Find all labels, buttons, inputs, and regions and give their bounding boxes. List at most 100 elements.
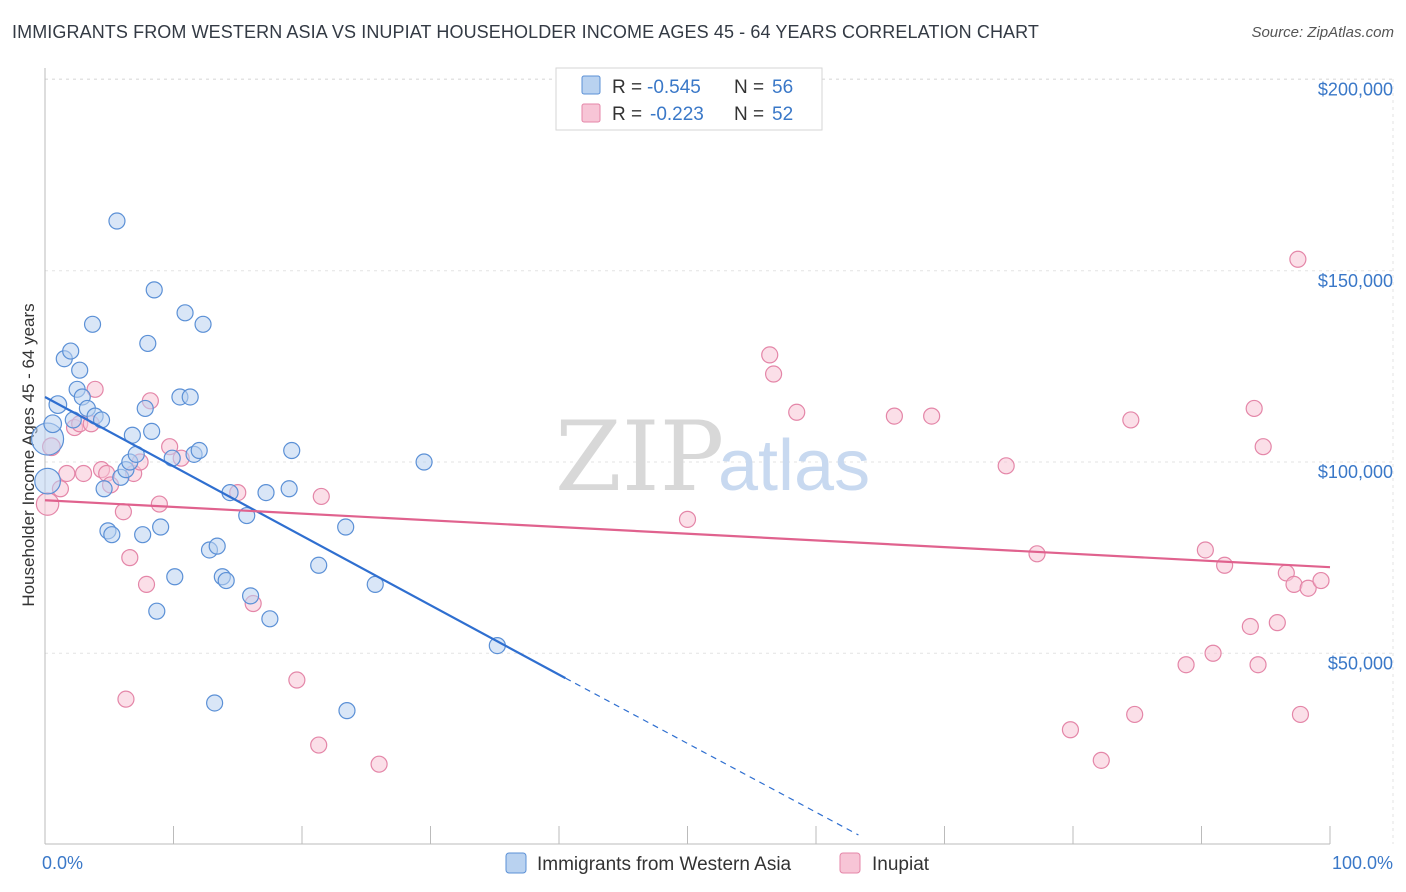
inupiat-point-29 xyxy=(761,346,779,364)
inupiat-point-19 xyxy=(150,495,168,513)
inupiat-point-41 xyxy=(1196,541,1214,559)
western-asia-trend-extension xyxy=(565,677,859,836)
y-tick-label-2: $150,000 xyxy=(1318,271,1393,291)
inupiat-point-25 xyxy=(310,736,328,754)
western-asia-point-28 xyxy=(148,602,166,620)
x-tick-labels: 0.0% 100.0% xyxy=(42,853,1393,873)
legend-r-value-2: -0.223 xyxy=(650,104,704,125)
x-tick-label-0: 0.0% xyxy=(42,853,83,873)
inupiat-point-3 xyxy=(58,464,76,483)
western-asia-point-34 xyxy=(181,388,199,406)
legend-label-inupiat: Inupiat xyxy=(872,854,930,875)
legend-label-western-asia: Immigrants from Western Asia xyxy=(537,854,792,875)
inupiat-point-54 xyxy=(1312,571,1330,590)
western-asia-point-47 xyxy=(261,610,279,628)
western-asia-point-23 xyxy=(134,526,152,544)
inupiat-point-53 xyxy=(1299,579,1317,597)
inupiat-point-45 xyxy=(1245,399,1263,418)
inupiat-point-36 xyxy=(1061,721,1080,739)
inupiat-point-26 xyxy=(312,487,330,506)
western-asia-trend-line xyxy=(44,396,566,680)
legend-r-value-1: -0.545 xyxy=(647,77,701,98)
inupiat-point-17 xyxy=(137,575,156,594)
western-asia-point-39 xyxy=(206,694,224,712)
inupiat-point-32 xyxy=(885,407,903,425)
western-asia-point-8 xyxy=(71,361,89,379)
y-tick-label-0: $50,000 xyxy=(1328,653,1393,673)
source-label: Source: ZipAtlas.com xyxy=(1251,24,1394,41)
western-asia-point-50 xyxy=(310,556,328,574)
legend-n-label-1: N = xyxy=(734,77,764,98)
western-asia-point-48 xyxy=(280,480,298,498)
inupiat-point-14 xyxy=(121,549,139,567)
western-asia-point-16 xyxy=(103,526,121,544)
inupiat-point-35 xyxy=(1028,545,1046,563)
legend-n-value-2: 52 xyxy=(772,104,793,125)
inupiat-point-47 xyxy=(1254,438,1272,456)
inupiat-point-12 xyxy=(114,503,132,521)
western-asia-point-17 xyxy=(108,212,126,230)
western-asia-point-29 xyxy=(152,518,170,536)
inupiat-point-0 xyxy=(35,492,60,516)
inupiat-point-43 xyxy=(1216,556,1234,574)
inupiat-point-30 xyxy=(764,365,783,383)
western-asia-point-49 xyxy=(283,441,301,460)
x-tick-label-1: 100.0% xyxy=(1332,853,1393,873)
series-legend: Immigrants from Western Asia Inupiat xyxy=(505,852,930,875)
inupiat-point-24 xyxy=(288,671,306,689)
legend-swatch-inupiat xyxy=(839,852,861,874)
western-asia-point-1 xyxy=(34,467,61,495)
western-asia-point-55 xyxy=(488,636,506,655)
y-tick-label-3: $200,000 xyxy=(1318,80,1393,100)
legend-n-value-1: 56 xyxy=(772,77,793,98)
western-asia-point-52 xyxy=(337,518,355,536)
legend-swatch-pink xyxy=(581,103,601,123)
inupiat-point-38 xyxy=(1122,411,1140,429)
watermark: ZIP atlas xyxy=(555,401,870,513)
correlation-legend: R = -0.545 N = 56 R = -0.223 N = 52 xyxy=(555,67,823,131)
inupiat-point-39 xyxy=(1126,705,1144,724)
inupiat-point-27 xyxy=(370,755,388,773)
legend-swatch-blue xyxy=(581,75,601,95)
western-asia-point-25 xyxy=(139,334,157,353)
legend-r-label-2: R = xyxy=(612,104,642,125)
inupiat-point-44 xyxy=(1241,617,1259,636)
western-asia-point-14 xyxy=(95,480,113,498)
legend-swatch-western-asia xyxy=(505,852,527,874)
watermark-atlas: atlas xyxy=(718,426,870,506)
axes xyxy=(44,68,1331,845)
western-asia-point-24 xyxy=(136,399,154,418)
western-asia-point-40 xyxy=(208,537,226,555)
trend-lines xyxy=(44,396,1331,836)
inupiat-point-52 xyxy=(1291,705,1310,724)
inupiat-point-28 xyxy=(678,510,697,528)
inupiat-point-40 xyxy=(1177,656,1195,674)
chart-title: IMMIGRANTS FROM WESTERN ASIA VS INUPIAT … xyxy=(12,22,1040,42)
western-asia-points xyxy=(30,212,506,720)
inupiat-trend-line xyxy=(44,499,1331,569)
western-asia-point-46 xyxy=(257,484,275,502)
inupiat-point-48 xyxy=(1268,614,1286,632)
inupiat-point-51 xyxy=(1289,250,1307,268)
inupiat-point-6 xyxy=(74,464,93,483)
inupiat-point-50 xyxy=(1285,575,1303,594)
western-asia-point-27 xyxy=(145,281,163,299)
inupiat-point-34 xyxy=(997,457,1015,475)
western-asia-point-37 xyxy=(194,315,212,333)
western-asia-point-31 xyxy=(166,568,184,586)
western-asia-point-43 xyxy=(221,484,239,502)
y-tick-label-1: $100,000 xyxy=(1318,462,1393,482)
inupiat-point-13 xyxy=(117,690,135,708)
inupiat-point-8 xyxy=(86,380,104,398)
legend-r-label-1: R = xyxy=(612,77,642,98)
y-tick-labels: $50,000 $100,000 $150,000 $200,000 xyxy=(1318,80,1393,674)
western-asia-point-2 xyxy=(43,414,63,434)
inupiat-point-42 xyxy=(1204,644,1222,662)
western-asia-point-54 xyxy=(415,453,433,471)
western-asia-point-11 xyxy=(83,315,102,333)
western-asia-point-26 xyxy=(143,422,161,440)
inupiat-point-33 xyxy=(923,407,941,425)
western-asia-point-36 xyxy=(190,441,208,460)
y-axis-title: Householder Income Ages 45 - 64 years xyxy=(19,303,38,606)
